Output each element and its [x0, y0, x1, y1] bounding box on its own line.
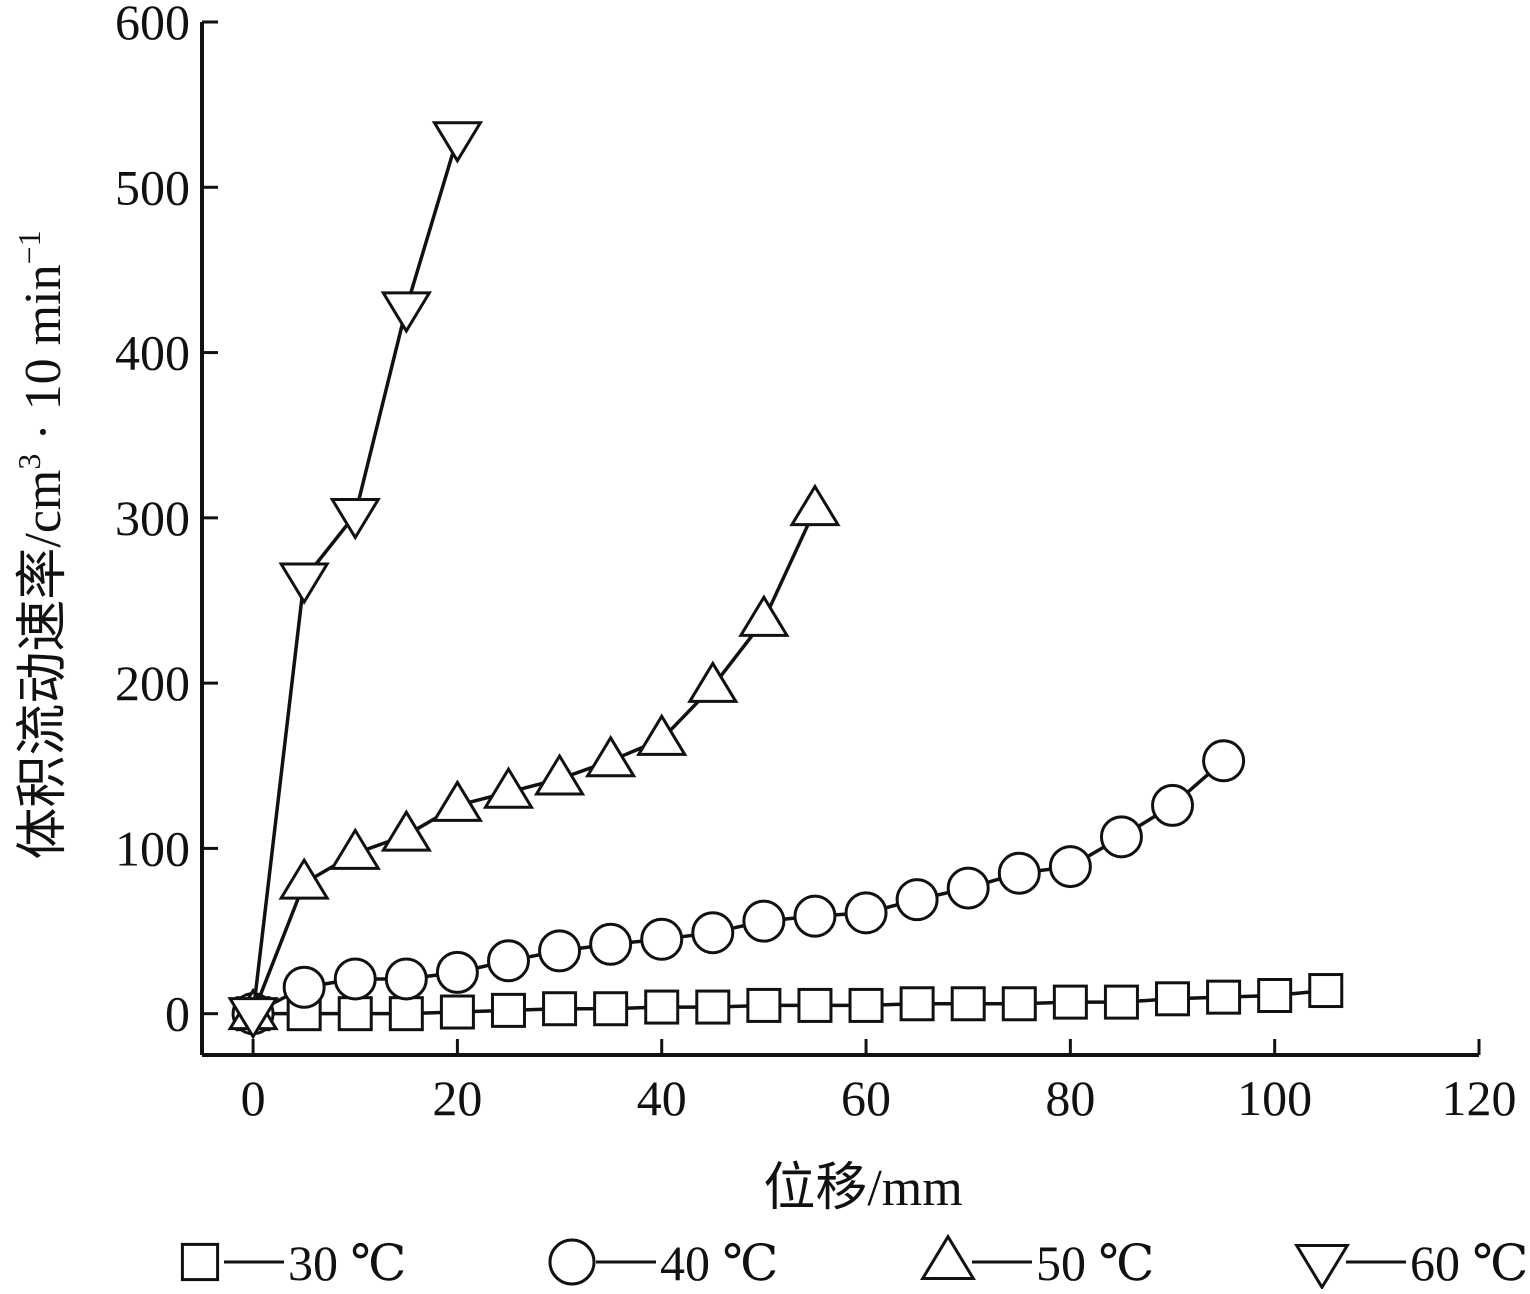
- data-point: [538, 929, 582, 973]
- y-axis-title-middle: · 10 min: [15, 264, 72, 453]
- series-triangle-up: [227, 483, 841, 1031]
- legend-item: 40 ℃: [548, 1235, 778, 1291]
- data-point: [282, 965, 326, 1009]
- legend-marker-triangle-down: [1294, 1244, 1350, 1291]
- x-tick-label: 0: [241, 1070, 266, 1126]
- legend-marker-triangle-up: [920, 1233, 976, 1280]
- data-point: [486, 939, 530, 983]
- data-point: [1206, 979, 1242, 1015]
- legend-label: 30 ℃: [288, 1235, 406, 1289]
- data-point: [533, 753, 586, 796]
- data-point: [895, 878, 939, 922]
- data-point: [742, 899, 786, 943]
- data-point: [1308, 973, 1344, 1009]
- y-tick-label: 500: [115, 159, 190, 215]
- legend-item: 60 ℃: [1294, 1235, 1528, 1291]
- x-tick-label: 80: [1045, 1070, 1095, 1126]
- legend-marker-square: [180, 1242, 220, 1282]
- legend-label: 60 ℃: [1410, 1235, 1528, 1289]
- data-point: [388, 996, 424, 1032]
- legend-label: 40 ℃: [660, 1235, 778, 1289]
- data-point: [687, 660, 739, 703]
- y-tick-label: 400: [115, 325, 190, 381]
- data-point: [1099, 815, 1143, 859]
- legend-marker-circle: [548, 1238, 596, 1286]
- data-point: [589, 922, 633, 966]
- data-point: [380, 809, 432, 852]
- y-tick-label: 100: [115, 820, 190, 876]
- data-point: [384, 957, 428, 1001]
- data-point: [380, 291, 432, 334]
- data-point: [278, 857, 330, 900]
- y-axis-title-superscript-3: 3: [11, 454, 47, 470]
- legend: 30 ℃ 40 ℃ 50 ℃ 60 ℃: [180, 1233, 1528, 1291]
- data-point: [1155, 981, 1191, 1017]
- y-tick-label: 200: [115, 655, 190, 711]
- data-point: [329, 498, 381, 541]
- data-point: [797, 987, 833, 1023]
- y-axis-title-main: 体积流动速率/cm: [15, 470, 72, 860]
- legend-label: 50 ℃: [1036, 1235, 1154, 1289]
- data-point: [1052, 984, 1088, 1020]
- data-point: [542, 991, 578, 1027]
- x-tick-label: 20: [432, 1070, 482, 1126]
- data-point: [1103, 984, 1139, 1020]
- x-axis-title: 位移/mm: [763, 1160, 962, 1217]
- data-point: [1257, 977, 1293, 1013]
- data-point: [946, 866, 990, 910]
- legend-item: 30 ℃: [180, 1235, 406, 1291]
- data-point: [337, 996, 373, 1032]
- data-point: [278, 562, 330, 605]
- data-point: [844, 891, 888, 935]
- data-point: [1001, 986, 1037, 1022]
- data-point: [640, 917, 684, 961]
- y-tick-label: 600: [115, 0, 190, 50]
- x-tick-label: 40: [637, 1070, 687, 1126]
- data-point: [431, 121, 484, 164]
- data-point: [584, 734, 637, 778]
- y-tick-label: 0: [165, 986, 190, 1042]
- data-point: [1151, 783, 1195, 827]
- y-axis-title-superscript-neg1: −1: [11, 230, 47, 264]
- series-line: [253, 988, 1326, 1016]
- series-triangle-down: [227, 121, 484, 1040]
- x-tick-label: 60: [841, 1070, 891, 1126]
- data-point: [490, 992, 526, 1028]
- data-point: [1202, 739, 1246, 783]
- data-point: [439, 994, 475, 1030]
- series-circle: [231, 739, 1246, 1036]
- y-tick-label: 300: [115, 490, 190, 546]
- data-point: [691, 911, 735, 955]
- series-line: [251, 137, 460, 1014]
- data-point: [435, 950, 479, 994]
- legend-item: 50 ℃: [920, 1233, 1154, 1291]
- data-point: [899, 986, 935, 1022]
- data-point: [950, 986, 986, 1022]
- axes: 0 100 200 300 400 500 600 0 20 40 60 80 100 120: [115, 0, 1517, 1126]
- series-layer: [227, 121, 1344, 1040]
- x-tick-label: 100: [1237, 1070, 1312, 1126]
- data-point: [644, 989, 680, 1025]
- data-point: [636, 713, 688, 756]
- data-point: [738, 594, 790, 637]
- data-point: [793, 894, 837, 938]
- data-point: [1048, 845, 1092, 889]
- data-point: [329, 827, 381, 870]
- data-point: [695, 989, 731, 1025]
- data-point: [482, 766, 535, 809]
- x-tick-label: 120: [1442, 1070, 1517, 1126]
- data-point: [997, 851, 1041, 895]
- data-point: [848, 987, 884, 1023]
- y-axis-title: 体积流动速率/cm3 · 10 min−1: [11, 230, 72, 859]
- data-point: [789, 483, 841, 527]
- data-point: [593, 991, 629, 1027]
- data-point: [333, 957, 377, 1001]
- data-point: [746, 987, 782, 1023]
- data-point: [227, 997, 279, 1040]
- data-point: [431, 779, 484, 822]
